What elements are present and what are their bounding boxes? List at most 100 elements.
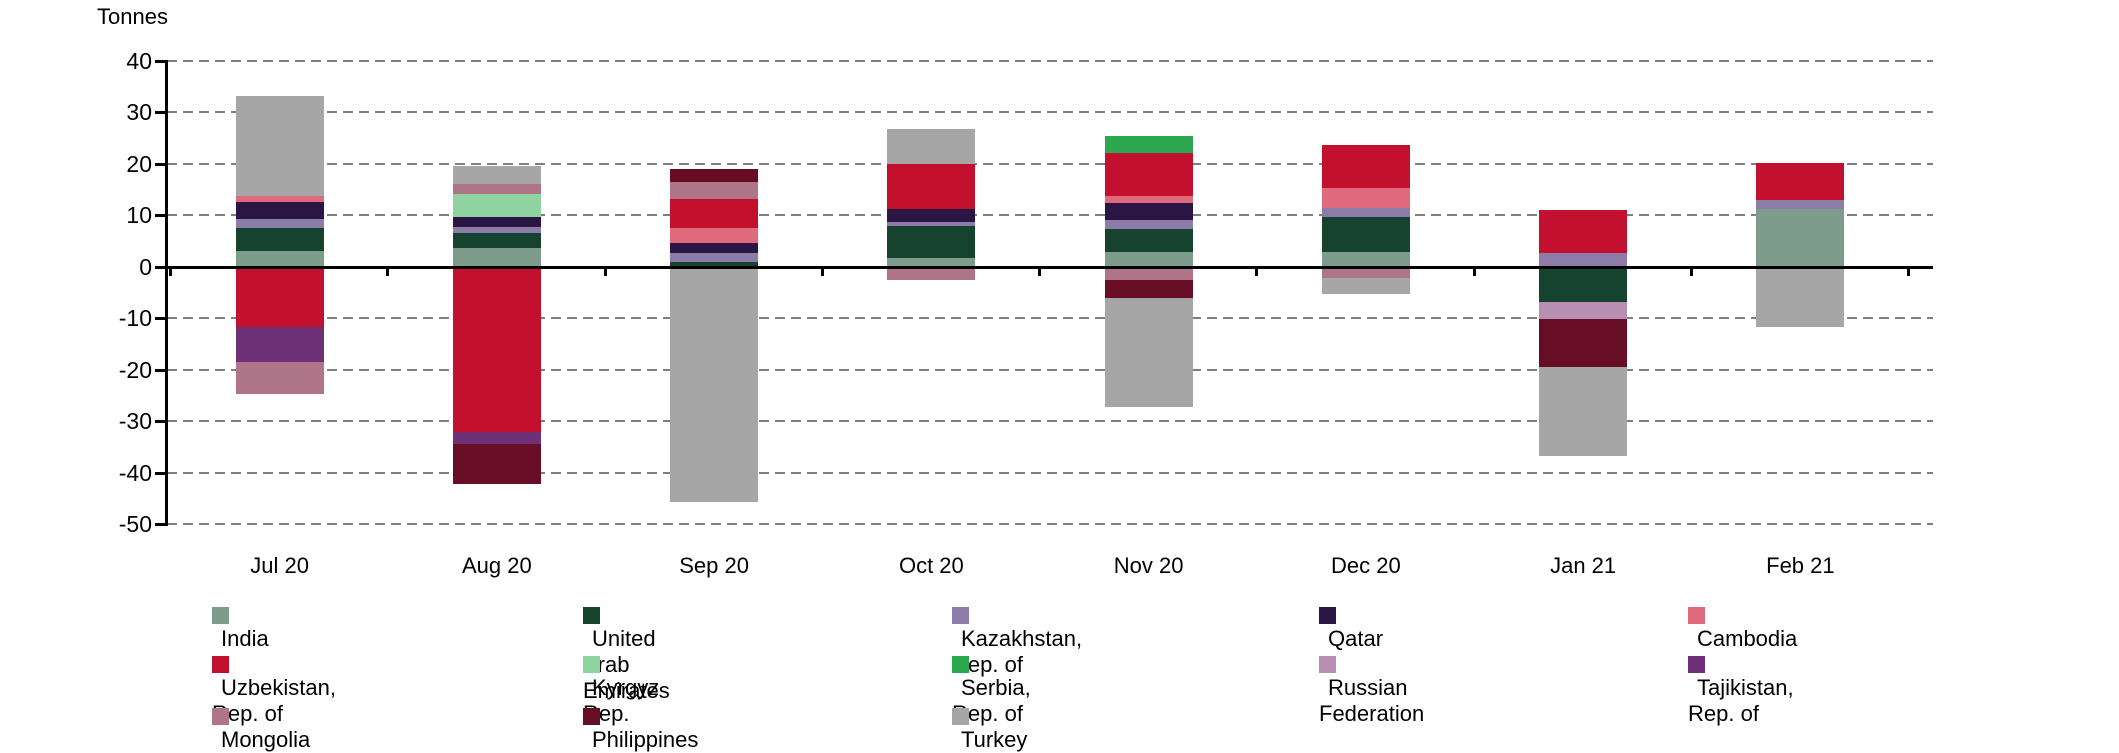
- x-axis-category-label-nov-20: Nov 20: [1113, 553, 1184, 578]
- gridline--40: [167, 471, 1933, 474]
- bar-segment-turkey-oct-20: [887, 129, 976, 164]
- legend-item-india: India: [212, 606, 269, 651]
- bar-segment-united-arab-emirates-jul-20: [235, 227, 324, 252]
- x-axis-tick-mark: [1038, 266, 1041, 276]
- x-axis-category-label-oct-20: Oct 20: [898, 553, 964, 578]
- x-axis-category-label-sep-20: Sep 20: [679, 553, 749, 578]
- bar-segment-kazakhstan-rep-of-jan-21: [1539, 252, 1628, 267]
- y-axis-tick-label: -10: [118, 305, 152, 332]
- legend-label-philippines: Philippines: [592, 727, 699, 752]
- x-axis-category-label-jan-21: Jan 21: [1550, 553, 1617, 578]
- bar-segment-cambodia-nov-20: [1104, 195, 1193, 203]
- x-axis-category-label-jul-20: Jul 20: [250, 553, 309, 578]
- bar-segment-kazakhstan-rep-of-feb-21: [1756, 200, 1845, 210]
- bar-segment-turkey-sep-20: [670, 266, 759, 502]
- x-axis-category-label-feb-21: Feb 21: [1766, 553, 1835, 578]
- bar-segment-uzbekistan-rep-of-dec-20: [1321, 145, 1410, 188]
- y-axis-tick-mark: [155, 162, 165, 166]
- legend-label-cambodia: Cambodia: [1697, 626, 1798, 651]
- legend-item-kazakhstan-rep-of: Kazakhstan, Rep. of: [952, 606, 1082, 677]
- bar-segment-kazakhstan-rep-of-sep-20: [670, 252, 759, 262]
- bar-segment-qatar-aug-20: [452, 217, 541, 227]
- bar-segment-india-nov-20: [1104, 251, 1193, 267]
- x-axis-tick-mark: [386, 266, 390, 276]
- gridline--10: [167, 317, 1933, 320]
- legend-swatch-united-arab-emirates: [583, 606, 600, 624]
- legend-label-mongolia: Mongolia: [221, 727, 311, 752]
- legend-item-kyrgyz-rep: Kyrgyz Rep.: [583, 655, 659, 726]
- legend-swatch-india: [212, 606, 229, 624]
- y-axis-tick-mark: [155, 471, 165, 475]
- bar-segment-turkey-jul-20: [235, 95, 324, 197]
- y-axis-unit-label: Tonnes: [97, 4, 168, 29]
- legend-swatch-russian-federation: [1319, 655, 1336, 673]
- bar-segment-philippines-nov-20: [1104, 279, 1193, 299]
- bar-segment-united-arab-emirates-oct-20: [887, 225, 976, 258]
- bar-segment-philippines-aug-20: [452, 444, 541, 484]
- bar-segment-uzbekistan-rep-of-oct-20: [887, 163, 976, 210]
- y-axis-line: [165, 60, 168, 526]
- bar-segment-qatar-nov-20: [1104, 202, 1193, 220]
- legend-swatch-mongolia: [212, 707, 229, 725]
- bar-segment-mongolia-nov-20: [1104, 266, 1193, 280]
- gridline--50: [167, 523, 1933, 525]
- legend-swatch-qatar: [1319, 606, 1336, 624]
- y-axis-tick-mark: [155, 317, 165, 321]
- bar-segment-india-dec-20: [1321, 251, 1410, 267]
- bar-segment-philippines-jan-21: [1539, 319, 1628, 367]
- bar-segment-uzbekistan-rep-of-aug-20: [452, 266, 541, 433]
- bar-segment-united-arab-emirates-dec-20: [1321, 217, 1410, 252]
- bar-segment-india-oct-20: [887, 257, 976, 267]
- legend-label-qatar: Qatar: [1328, 626, 1384, 651]
- bar-segment-uzbekistan-rep-of-nov-20: [1104, 153, 1193, 196]
- x-axis-tick-mark: [820, 266, 824, 276]
- bar-segment-mongolia-aug-20: [452, 184, 541, 194]
- legend-label-united-arab-emirates: United Arab Emirates: [583, 626, 670, 703]
- y-axis-tick-label: -40: [118, 459, 152, 486]
- gridline-40: [167, 60, 1933, 62]
- legend-swatch-tajikistan-rep-of: [1688, 655, 1705, 673]
- bar-segment-kyrgyz-rep-aug-20: [452, 193, 541, 218]
- y-axis-tick-label: 40: [126, 48, 152, 74]
- y-axis-tick-label: 20: [126, 150, 152, 177]
- bar-segment-kazakhstan-rep-of-aug-20: [452, 226, 541, 234]
- legend-swatch-turkey: [952, 707, 969, 725]
- legend-label-india: India: [221, 626, 269, 651]
- gridline--30: [167, 420, 1933, 423]
- y-axis-tick-label: 10: [126, 202, 152, 229]
- gridline-30: [167, 111, 1933, 114]
- legend-item-turkey: Turkey: [952, 707, 1027, 752]
- bar-segment-united-arab-emirates-jan-21: [1539, 266, 1628, 303]
- legend-label-serbia-rep-of: Serbia, Rep. of: [952, 675, 1031, 726]
- y-axis-tick-label: -30: [118, 408, 152, 435]
- bar-segment-united-arab-emirates-nov-20: [1104, 228, 1193, 252]
- bar-segment-philippines-sep-20: [670, 168, 759, 183]
- bar-segment-india-jul-20: [235, 251, 324, 267]
- bar-segment-uzbekistan-rep-of-jan-21: [1539, 210, 1628, 253]
- legend-item-russian-federation: Russian Federation: [1319, 655, 1424, 726]
- x-axis-tick-mark: [1472, 266, 1476, 276]
- legend-item-uzbekistan-rep-of: Uzbekistan, Rep. of: [212, 655, 336, 726]
- legend-label-russian-federation: Russian Federation: [1319, 675, 1425, 726]
- legend-label-tajikistan-rep-of: Tajikistan, Rep. of: [1688, 675, 1794, 726]
- bar-segment-mongolia-sep-20: [670, 182, 759, 200]
- y-axis-tick-mark: [155, 111, 165, 115]
- bar-segment-india-aug-20: [452, 247, 541, 267]
- y-axis-tick-mark: [155, 420, 165, 424]
- gridline--20: [167, 368, 1933, 371]
- x-axis-tick-mark: [1907, 266, 1910, 276]
- bar-segment-kazakhstan-rep-of-nov-20: [1104, 219, 1193, 229]
- plot-area: [155, 60, 1933, 526]
- bar-segment-kazakhstan-rep-of-jul-20: [235, 219, 324, 228]
- bar-segment-turkey-jan-21: [1539, 366, 1628, 456]
- x-axis-zero-line: [167, 265, 1933, 269]
- y-axis-tick-mark: [155, 368, 165, 372]
- x-axis-category-label-aug-20: Aug 20: [462, 553, 532, 578]
- bar-segment-uzbekistan-rep-of-jul-20: [235, 266, 324, 328]
- legend-item-united-arab-emirates: United Arab Emirates: [583, 606, 670, 703]
- bar-segment-mongolia-jul-20: [235, 362, 324, 394]
- bar-segment-qatar-sep-20: [670, 242, 759, 253]
- bar-segment-india-feb-21: [1756, 209, 1845, 267]
- legend-item-serbia-rep-of: Serbia, Rep. of: [952, 655, 1031, 726]
